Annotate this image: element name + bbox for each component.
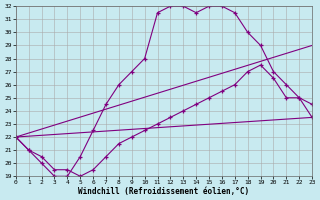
X-axis label: Windchill (Refroidissement éolien,°C): Windchill (Refroidissement éolien,°C) bbox=[78, 187, 250, 196]
